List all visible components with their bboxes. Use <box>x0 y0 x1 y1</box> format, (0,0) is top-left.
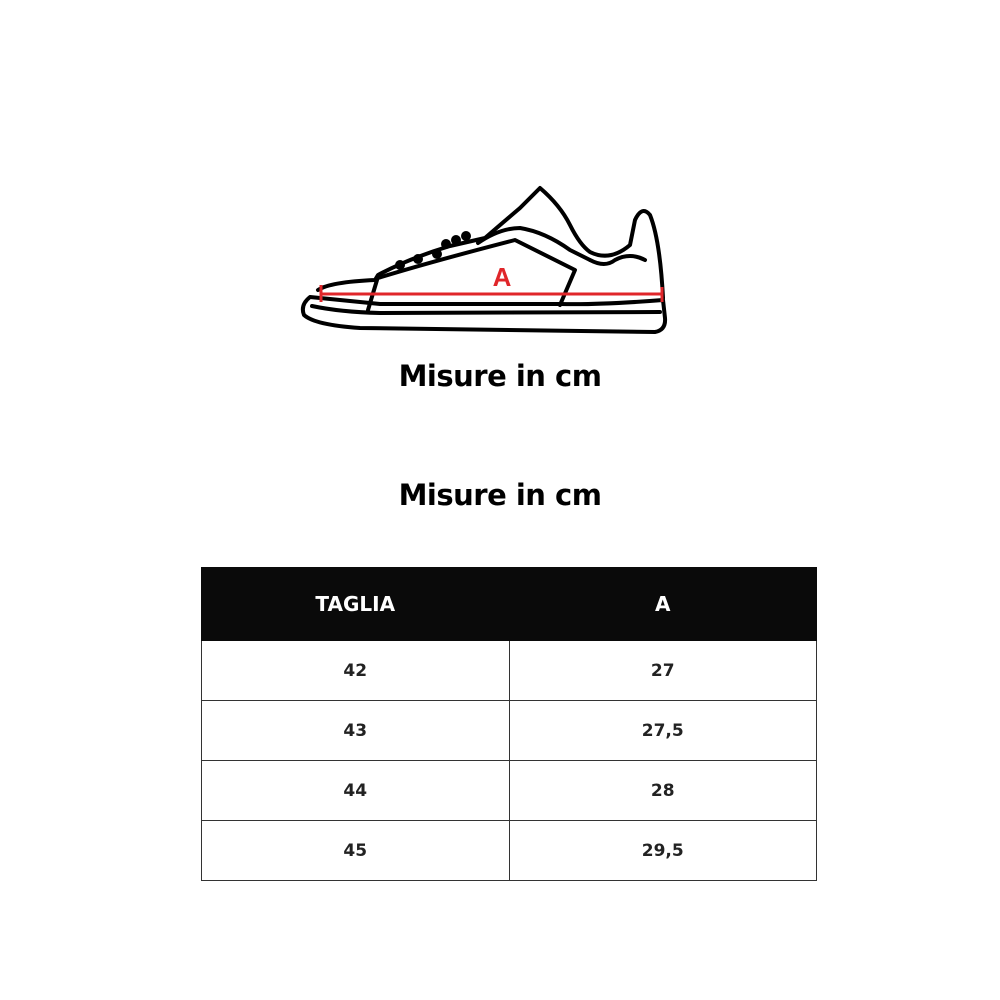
size-cell: 44 <box>201 760 510 821</box>
table-row: 45 29,5 <box>201 820 817 881</box>
panel <box>376 238 577 307</box>
sneaker-illustration: A <box>300 186 668 334</box>
measure-label: A <box>493 262 512 292</box>
length-cell: 29,5 <box>508 820 817 881</box>
table-row: 43 27,5 <box>201 700 817 761</box>
size-cell: 43 <box>201 700 510 761</box>
upper <box>316 186 665 300</box>
collar <box>588 254 647 266</box>
table-row: 44 28 <box>201 760 817 821</box>
laces-icon <box>395 231 471 270</box>
size-table: TAGLIA A 42 27 43 27,5 44 28 45 29,5 <box>201 567 817 881</box>
table-row: 42 27 <box>201 640 817 701</box>
table-header-row: TAGLIA A <box>201 567 817 641</box>
length-cell: 27,5 <box>508 700 817 761</box>
size-cell: 45 <box>201 820 510 881</box>
length-cell: 27 <box>508 640 817 701</box>
length-cell: 28 <box>508 760 817 821</box>
illustration-caption: Misure in cm <box>398 359 602 393</box>
tongue-line <box>476 226 592 262</box>
header-taglia: TAGLIA <box>201 567 510 641</box>
header-a: A <box>508 567 817 641</box>
measure-line-a <box>319 285 664 302</box>
size-cell: 42 <box>201 640 510 701</box>
sole-line <box>310 304 662 315</box>
table-title: Misure in cm <box>398 478 602 512</box>
sole <box>300 295 668 334</box>
